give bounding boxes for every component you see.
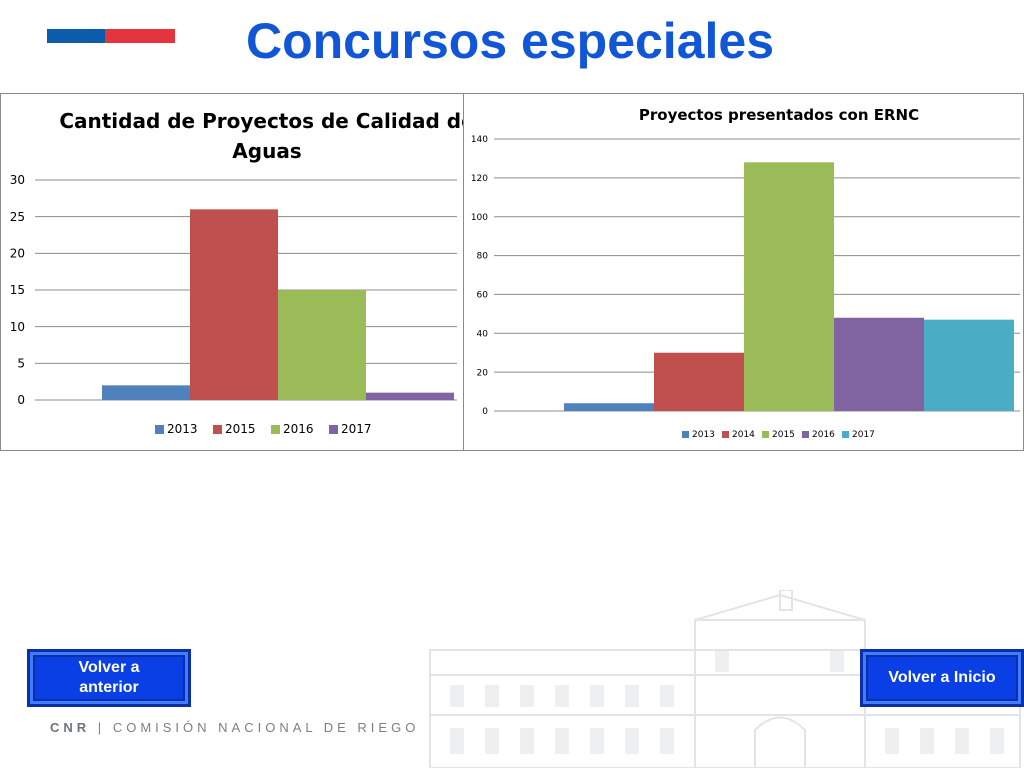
page-title: Concursos especiales: [245, 13, 775, 69]
legend-swatch-2016: [802, 431, 809, 438]
legend-label-2015: 2015: [225, 422, 256, 436]
legend-swatch-2014: [722, 431, 729, 438]
bar-2017: [924, 319, 1014, 411]
y-tick-label: 10: [10, 320, 25, 334]
y-tick-label: 80: [477, 252, 489, 262]
y-tick-label: 60: [477, 291, 489, 301]
y-tick-label: 20: [10, 247, 25, 261]
home-button-label: Volver a Inicio: [888, 669, 996, 686]
footer-name: COMISIÓN NACIONAL DE RIEGO: [112, 720, 420, 735]
chart-title: Proyectos presentados con ERNC: [639, 106, 919, 124]
chart-ernc: Proyectos presentados con ERNC 0 20 40 60 80 1…: [463, 93, 1024, 451]
y-tick-label: 100: [471, 213, 488, 223]
home-button[interactable]: Volver a Inicio: [860, 649, 1024, 707]
legend-label-2017: 2017: [852, 430, 875, 440]
y-tick-label: 15: [10, 283, 25, 297]
footer-org: CNR: [50, 720, 91, 735]
chart-title: Cantidad de Proyectos de Calidad de: [59, 109, 464, 133]
back-button-label: Volver a anterior: [78, 659, 140, 696]
legend-swatch-2013: [155, 425, 164, 434]
bar-2017: [366, 392, 454, 400]
legend-label-2014: 2014: [732, 430, 755, 440]
back-button[interactable]: Volver a anterior: [27, 649, 191, 707]
y-tick-label: 0: [17, 393, 25, 407]
legend-swatch-2015: [213, 425, 222, 434]
legend-label-2013: 2013: [167, 422, 198, 436]
legend-label-2016: 2016: [812, 430, 835, 440]
legend-label-2016: 2016: [283, 422, 314, 436]
flag-red-segment: [105, 29, 175, 43]
chart-ernc-svg: Proyectos presentados con ERNC 0 20 40 60 80 1…: [471, 106, 1020, 440]
footer-separator: |: [97, 720, 106, 735]
y-tick-label: 5: [17, 357, 25, 371]
y-tick-label: 40: [477, 329, 489, 339]
legend-label-2017: 2017: [341, 422, 372, 436]
y-tick-label: 20: [477, 368, 489, 378]
bar-2014: [654, 352, 744, 411]
footer: CNR | COMISIÓN NACIONAL DE RIEGO: [50, 720, 419, 735]
legend-swatch-2017: [842, 431, 849, 438]
bar-2016: [834, 317, 924, 411]
chart-calidad-aguas: Cantidad de Proyectos de Calidad de Aguas…: [0, 93, 465, 451]
flag-bar: [47, 29, 175, 43]
flag-blue-segment: [47, 29, 105, 43]
bar-2013: [102, 385, 190, 400]
bar-2015: [190, 209, 278, 400]
bar-2016: [278, 290, 366, 400]
legend-swatch-2013: [682, 431, 689, 438]
bar-2015: [744, 162, 834, 411]
y-tick-label: 120: [471, 174, 488, 184]
legend-label-2013: 2013: [692, 430, 715, 440]
y-tick-label: 0: [482, 407, 488, 417]
chart-calidad-aguas-svg: Cantidad de Proyectos de Calidad de Aguas…: [10, 109, 464, 436]
y-tick-label: 25: [10, 210, 25, 224]
chart-title: Aguas: [232, 139, 301, 163]
legend-swatch-2017: [329, 425, 338, 434]
legend-swatch-2015: [762, 431, 769, 438]
legend-label-2015: 2015: [772, 430, 795, 440]
bar-2013: [564, 403, 654, 411]
legend-swatch-2016: [271, 425, 280, 434]
y-tick-label: 140: [471, 135, 488, 145]
y-tick-label: 30: [10, 173, 25, 187]
